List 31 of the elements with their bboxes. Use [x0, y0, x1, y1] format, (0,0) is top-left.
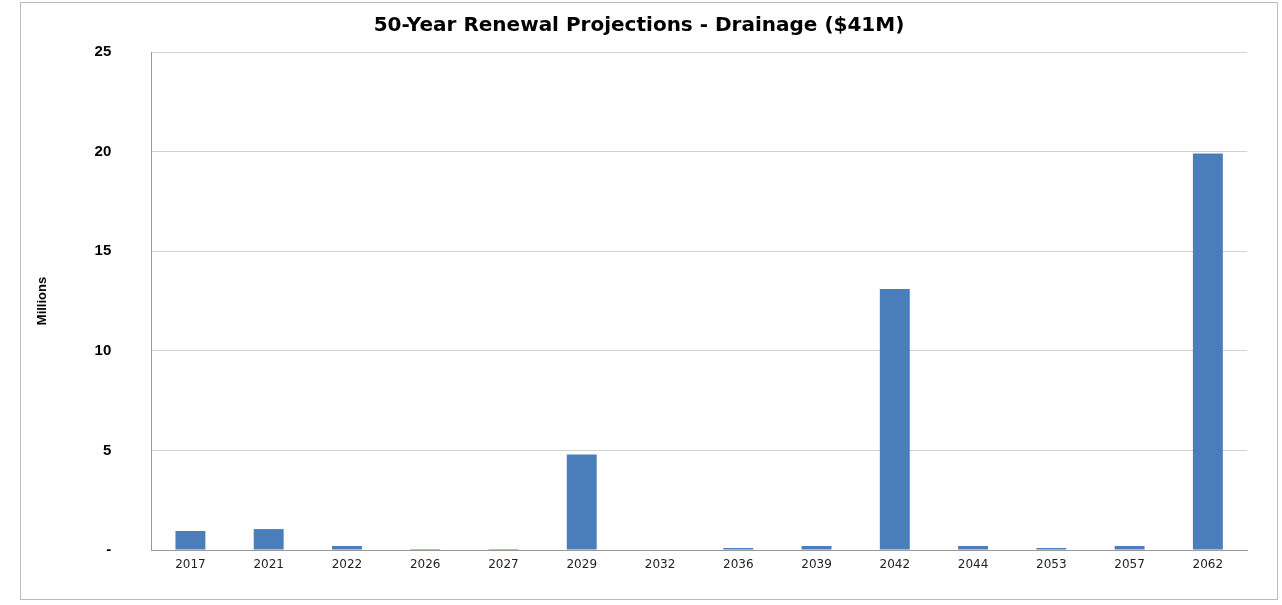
x-tick-label: 2044	[957, 557, 989, 572]
bar	[801, 546, 832, 550]
x-tick-label: 2053	[1036, 557, 1067, 572]
y-tick-label: 5	[102, 440, 112, 458]
bar	[1192, 153, 1223, 550]
x-tick-label: 2029	[566, 557, 598, 572]
y-tick-label: 20	[94, 141, 112, 159]
x-tick-label: 2017	[175, 557, 206, 572]
bar	[253, 529, 284, 550]
bar	[958, 546, 989, 550]
x-tick-label: 2057	[1114, 557, 1145, 572]
bar	[1114, 546, 1145, 550]
y-tick-label: 15	[94, 241, 112, 259]
y-tick-label: 25	[94, 42, 112, 60]
x-tick-label: 2027	[488, 557, 519, 572]
y-tick-label: -	[106, 540, 112, 558]
x-tick-label: 2062	[1192, 557, 1224, 572]
x-tick-label: 2036	[723, 557, 754, 572]
y-axis-title: Millions	[34, 276, 50, 326]
chart-title: 50-Year Renewal Projections - Drainage ($41M)	[373, 12, 905, 37]
y-tick-label: 10	[94, 340, 112, 358]
x-tick-label: 2021	[253, 557, 284, 572]
x-tick-label: 2042	[879, 557, 911, 572]
x-tick-label: 2026	[409, 557, 441, 572]
x-tick-label: 2039	[801, 557, 832, 572]
bar	[566, 454, 597, 550]
bar	[879, 289, 910, 550]
x-tick-label: 2022	[331, 557, 363, 572]
bar	[331, 546, 362, 550]
x-tick-label: 2032	[644, 557, 676, 572]
bar	[175, 531, 206, 550]
